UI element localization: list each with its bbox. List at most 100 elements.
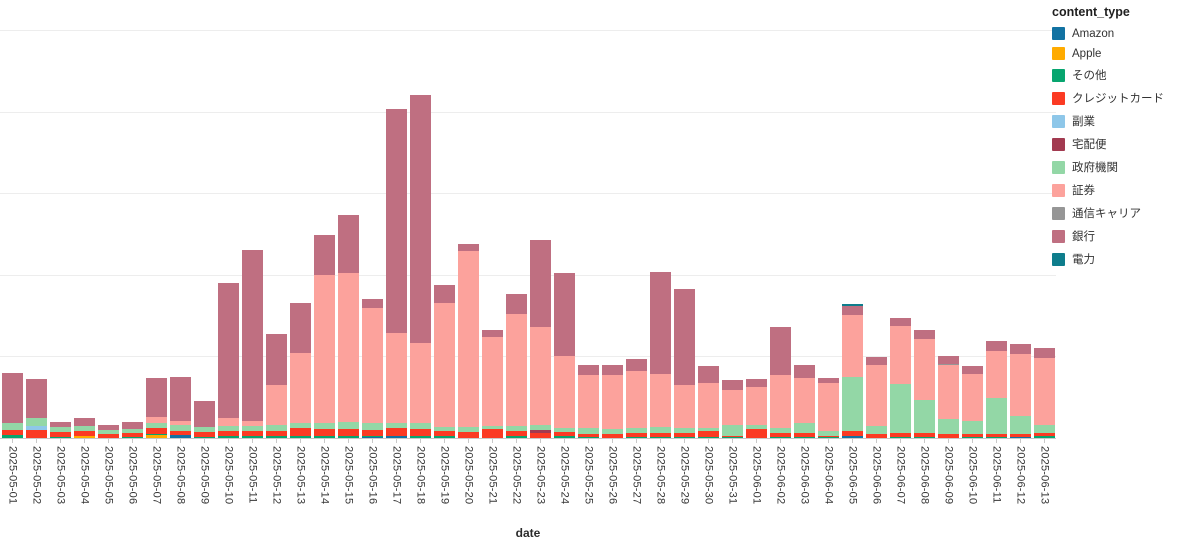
- bar-segment-securities: [913, 338, 935, 400]
- bar-segment-bank: [913, 330, 935, 339]
- bar-2025-05-09: [192, 0, 216, 438]
- bar-segment-government: [769, 428, 791, 434]
- bar-segment-amazon: [385, 436, 407, 438]
- bar-segment-government: [409, 423, 431, 430]
- x-tick: [144, 439, 168, 443]
- bar-segment-government: [865, 425, 887, 434]
- x-tick-label: 2025-06-06: [870, 446, 883, 505]
- bar-segment-credit-card: [913, 433, 935, 438]
- gridline-y-200: [0, 274, 1056, 276]
- legend: content_type Amazon Apple その他 クレジットカード 副業 宅配便…: [1052, 5, 1188, 274]
- bar-segment-securities: [145, 416, 167, 423]
- legend-label: クレジットカード: [1072, 93, 1164, 105]
- bar-segment-bank: [457, 243, 479, 252]
- bar-segment-securities: [529, 327, 551, 425]
- bar-2025-06-06: [864, 0, 888, 438]
- bar-2025-05-02: [24, 0, 48, 438]
- bar-segment-other: [961, 437, 983, 438]
- x-tick: [960, 439, 984, 443]
- bar-segment-securities: [481, 336, 503, 426]
- bar-segment-other: [985, 437, 1007, 438]
- legend-item-delivery: 宅配便: [1052, 136, 1188, 152]
- bar-segment-government: [73, 425, 95, 431]
- bar-segment-government: [361, 422, 383, 430]
- x-tick-label: 2025-05-06: [126, 446, 139, 505]
- bar-segment-bank: [697, 366, 719, 383]
- bar-segment-other: [337, 436, 359, 438]
- bar-stack: [361, 298, 383, 438]
- bar-segment-securities: [265, 385, 287, 425]
- x-tick: [696, 439, 720, 443]
- bar-segment-government: [793, 423, 815, 434]
- bar-segment-bank: [649, 272, 671, 374]
- bar-stack: [913, 330, 935, 438]
- x-tick-label: 2025-05-13: [294, 446, 307, 505]
- bar-segment-government: [385, 422, 407, 429]
- bar-segment-securities: [649, 373, 671, 428]
- bar-segment-credit-card: [961, 433, 983, 438]
- x-tick-label: 2025-05-20: [462, 446, 475, 505]
- bar-segment-credit-card: [169, 430, 191, 435]
- x-tick: [96, 439, 120, 443]
- bar-segment-securities: [625, 371, 647, 429]
- bar-segment-other: [121, 437, 143, 438]
- bar-segment-credit-card: [217, 431, 239, 437]
- x-tick-label: 2025-05-07: [150, 446, 163, 505]
- bar-segment-government: [97, 429, 119, 434]
- x-tick: [984, 439, 1008, 443]
- bar-2025-06-07: [888, 0, 912, 438]
- bar-segment-bank: [289, 302, 311, 354]
- bar-segment-securities: [457, 251, 479, 427]
- x-tick-label: 2025-05-19: [438, 446, 451, 505]
- x-tick: [600, 439, 624, 443]
- x-tick: [120, 439, 144, 443]
- bar-segment-securities: [409, 342, 431, 424]
- bar-stack: [121, 421, 143, 438]
- bar-segment-bank: [433, 284, 455, 304]
- bar-stack: [385, 109, 407, 438]
- bar-stack: [337, 214, 359, 438]
- bar-2025-05-05: [96, 0, 120, 438]
- bar-segment-securities: [961, 373, 983, 421]
- bar-segment-bank: [553, 273, 575, 357]
- bar-segment-government: [961, 420, 983, 434]
- bar-2025-05-27: [624, 0, 648, 438]
- bar-segment-government: [649, 427, 671, 434]
- legend-swatch-telecom: [1052, 206, 1065, 220]
- x-tick: [240, 439, 264, 443]
- x-tick-label: 2025-05-29: [678, 446, 691, 505]
- bar-segment-bank: [529, 239, 551, 328]
- bar-segment-other: [769, 437, 791, 438]
- bar-segment-securities: [769, 375, 791, 429]
- x-tick-label: 2025-06-13: [1038, 446, 1051, 505]
- legend-item-government: 政府機関: [1052, 159, 1188, 175]
- bar-stack: [409, 95, 431, 438]
- bar-stack: [97, 424, 119, 438]
- bar-segment-credit-card: [505, 430, 527, 437]
- bar-stack: [289, 302, 311, 438]
- x-tick: [888, 439, 912, 443]
- bar-stack: [649, 272, 671, 438]
- legend-item-apple: Apple: [1052, 47, 1188, 60]
- bar-segment-bank: [673, 288, 695, 385]
- bar-stack: [1033, 348, 1055, 438]
- x-tick-label: 2025-05-11: [246, 446, 259, 504]
- bar-segment-securities: [577, 375, 599, 429]
- x-tick: [360, 439, 384, 443]
- x-tick-label: 2025-05-21: [486, 446, 499, 505]
- x-tick: [384, 439, 408, 443]
- bar-segment-other: [553, 436, 575, 438]
- bar-segment-government: [457, 426, 479, 433]
- bar-segment-other: [913, 437, 935, 438]
- x-tick: [216, 439, 240, 443]
- x-tick: [768, 439, 792, 443]
- bar-segment-credit-card: [193, 432, 215, 438]
- x-tick-label: 2025-06-02: [774, 446, 787, 505]
- bar-2025-05-17: [384, 0, 408, 438]
- x-tick: [264, 439, 288, 443]
- x-tick-label: 2025-05-15: [342, 446, 355, 505]
- bar-segment-credit-card: [361, 429, 383, 436]
- bar-segment-other: [697, 437, 719, 438]
- bar-segment-credit-card: [97, 433, 119, 438]
